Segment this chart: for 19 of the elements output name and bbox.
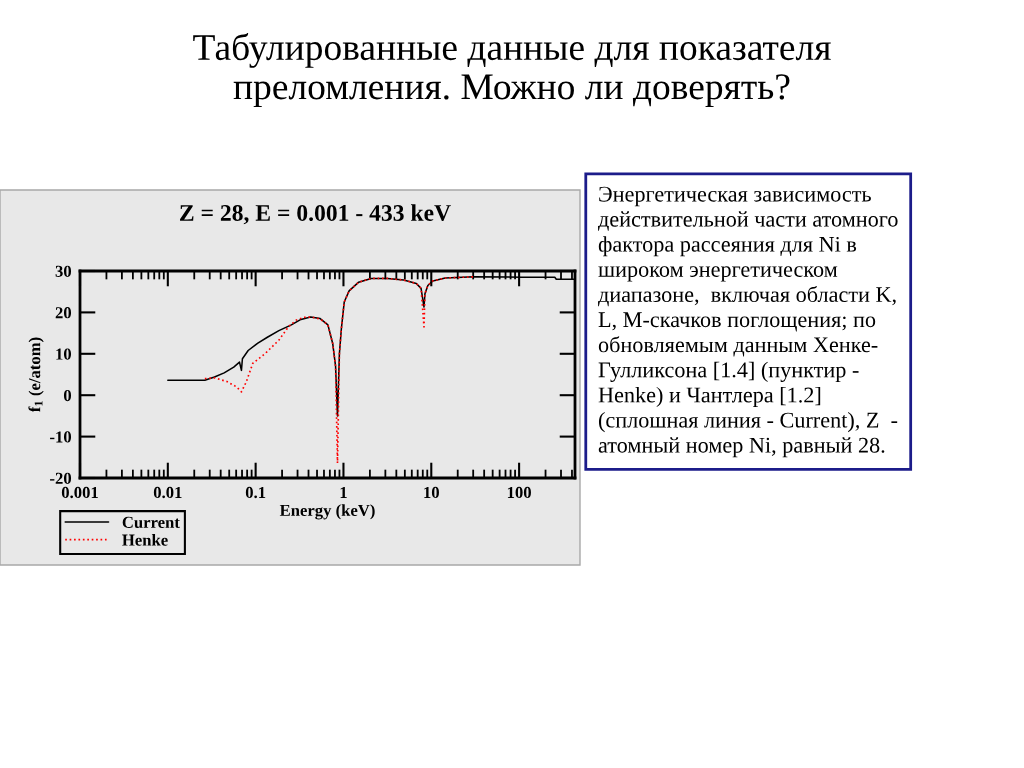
chart-subtitle: Z = 28, E = 0.001 - 433 keV xyxy=(180,204,451,225)
y-tick-label: 20 xyxy=(55,307,72,319)
x-tick-label: 0.1 xyxy=(245,486,266,499)
x-tick-label: 100 xyxy=(507,486,531,499)
text: Энергетическая зависимость действительной части атомного фактора рассеяния для Ni в широком энергетическом диапазоне, включая области K, L, M-скачков поглощения; по обновляемым данным Хенке- Гулликсона [1.4] (пунктир - Henke) и Чантлера [1.2] (сплошная линия - Current), Z - атомный номер Ni, равный 28. xyxy=(598,186,898,458)
y-tick-label: 10 xyxy=(56,348,72,360)
y-axis-title: f$_{1}$ (e/atom) xyxy=(28,337,44,413)
x-axis-title: Energy (keV) xyxy=(279,504,375,520)
legend-label: Current xyxy=(122,516,180,528)
y-tick-label: 30 xyxy=(55,265,72,277)
y-tick-label: -10 xyxy=(50,431,72,443)
legend-label: Henke xyxy=(122,533,168,546)
chart-title: Табулированные данные для показателя преломления. Можно ли доверять? xyxy=(193,32,831,108)
x-tick-label: 1 xyxy=(340,486,347,498)
y-tick-label: -20 xyxy=(50,472,72,484)
x-tick-label: 0.001 xyxy=(61,486,98,499)
x-tick-label: 10 xyxy=(424,486,439,499)
x-tick-label: 0.01 xyxy=(153,486,182,499)
y-tick-label: 0 xyxy=(63,389,72,402)
